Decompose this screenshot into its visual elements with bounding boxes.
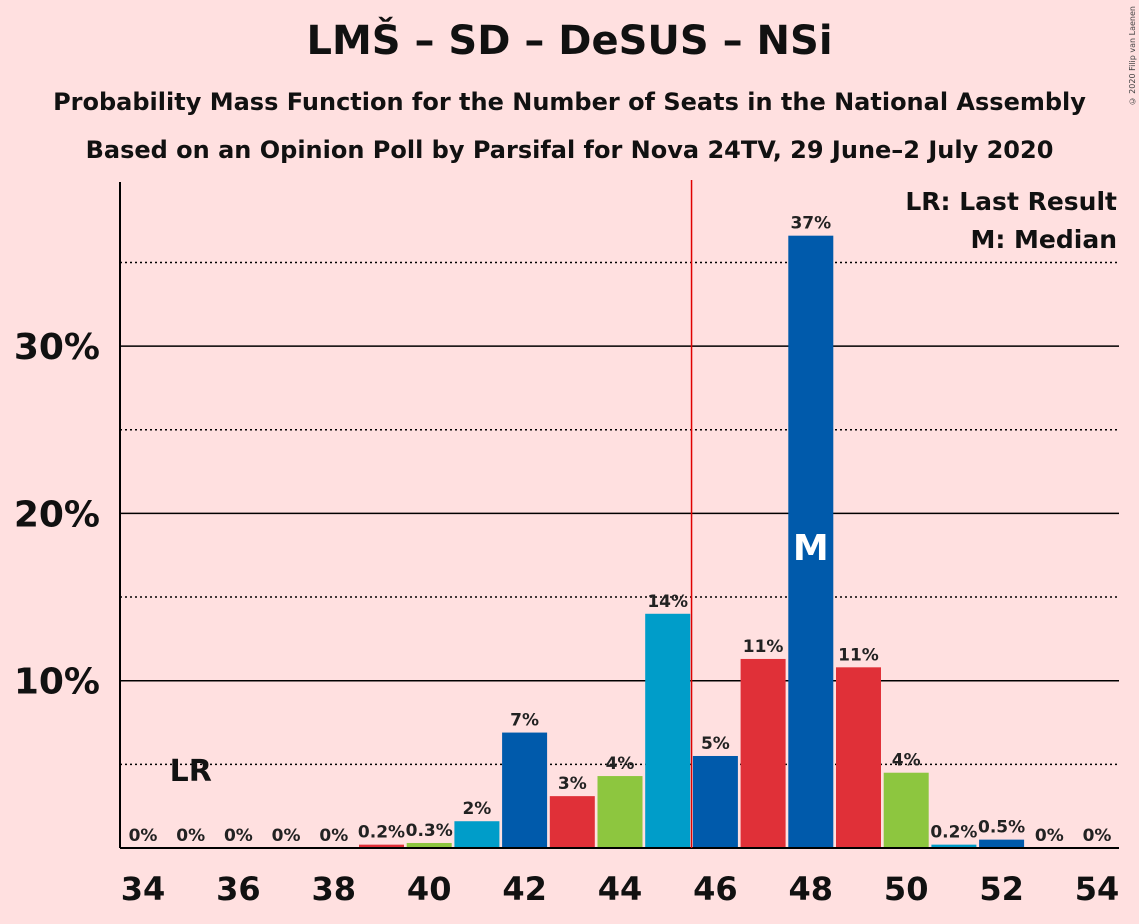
value-label: 0%: [1083, 826, 1112, 846]
bar: [979, 839, 1025, 848]
y-tick-label: 30%: [14, 327, 100, 368]
x-tick-label: 48: [789, 870, 834, 908]
x-tick-label: 40: [407, 870, 452, 908]
median-marker: M: [793, 528, 829, 569]
value-label: 0%: [176, 826, 205, 846]
value-label: 0%: [319, 826, 348, 846]
value-label: 0.3%: [406, 821, 453, 841]
value-label: 3%: [558, 774, 587, 794]
value-label: 0.2%: [358, 823, 405, 843]
value-label: 37%: [790, 214, 831, 234]
value-label: 4%: [892, 751, 921, 771]
value-label: 0%: [272, 826, 301, 846]
x-tick-label: 50: [884, 870, 929, 908]
bar: [931, 844, 977, 848]
annotations: LR M LR: Last Result M: Median: [170, 180, 1117, 848]
bar: [454, 821, 500, 848]
value-label: 0.5%: [978, 818, 1025, 838]
chart-title: LMŠ – SD – DeSUS – NSi: [306, 18, 833, 64]
value-label: 0%: [129, 826, 158, 846]
legend-entry: M: Median: [970, 225, 1117, 254]
value-label: 2%: [462, 799, 491, 819]
bar: [788, 235, 834, 848]
chart-subtitle-source: Based on an Opinion Poll by Parsifal for…: [85, 136, 1054, 164]
value-label: 14%: [647, 592, 688, 612]
x-tick-label: 38: [312, 870, 357, 908]
axes: 10% 20% 30% 34 36 38 40 42 44 46 48 50 52 54: [14, 182, 1119, 908]
bars: [359, 235, 1025, 848]
value-label: 0%: [1035, 826, 1064, 846]
bar: [883, 772, 929, 848]
bar: [740, 658, 786, 848]
y-tick-label: 20%: [14, 494, 100, 535]
x-tick-label: 42: [502, 870, 547, 908]
bar: [359, 844, 404, 848]
value-label: 4%: [606, 754, 635, 774]
last-result-marker: LR: [170, 754, 212, 789]
bar: [502, 732, 548, 848]
bar: [549, 796, 595, 848]
x-tick-label: 46: [693, 870, 738, 908]
x-tick-label: 34: [121, 870, 166, 908]
x-tick-label: 52: [979, 870, 1024, 908]
x-tick-label: 44: [598, 870, 643, 908]
value-label: 0%: [224, 826, 253, 846]
bar: [597, 776, 643, 848]
bar: [645, 613, 691, 848]
legend-entry: LR: Last Result: [905, 187, 1117, 216]
value-label: 7%: [510, 711, 539, 731]
chart-subtitle: Probability Mass Function for the Number…: [53, 88, 1086, 116]
x-tick-label: 54: [1075, 870, 1120, 908]
x-tick-label: 36: [216, 870, 261, 908]
bar: [836, 667, 881, 848]
value-label: 11%: [838, 645, 879, 665]
value-label: 0.2%: [930, 823, 977, 843]
y-tick-label: 10%: [14, 662, 100, 703]
bar: [692, 755, 738, 848]
value-labels: 0% 0% 0% 0% 0% 0.2% 0.3%2%7%3%4%14%5%11%37%11%…: [129, 214, 1112, 846]
gridlines: [120, 261, 1119, 766]
value-label: 11%: [743, 637, 784, 657]
bar: [406, 842, 452, 848]
value-label: 5%: [701, 734, 730, 754]
